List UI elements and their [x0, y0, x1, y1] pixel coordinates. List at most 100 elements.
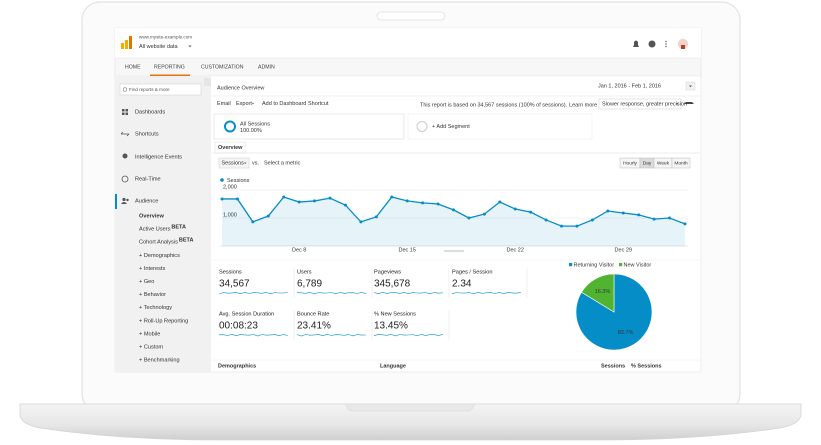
- pie-label: 16.3%: [595, 289, 611, 295]
- granularity-label[interactable]: Hourly: [623, 160, 637, 166]
- sidebar-section[interactable]: Intelligence Events: [135, 154, 182, 160]
- sidebar-section[interactable]: Audience: [135, 198, 158, 204]
- sparkline: [218, 292, 288, 295]
- data-point[interactable]: [220, 197, 224, 201]
- data-point[interactable]: [575, 224, 579, 228]
- data-point[interactable]: [297, 200, 301, 204]
- data-point[interactable]: [313, 199, 317, 203]
- granularity-label[interactable]: Week: [657, 160, 670, 166]
- date-range[interactable]: Jan 1, 2016 - Feb 1, 2016: [598, 83, 661, 89]
- metric-value: 6,789: [297, 279, 322, 290]
- sidebar-item[interactable]: + Demographics: [139, 253, 180, 259]
- data-point[interactable]: [343, 203, 347, 207]
- data-point[interactable]: [467, 216, 471, 220]
- data-point[interactable]: [544, 218, 548, 222]
- chart-resize-handle[interactable]: [444, 250, 464, 252]
- data-point[interactable]: [529, 210, 533, 214]
- sidebar-section[interactable]: Real-Time: [135, 176, 161, 182]
- sidebar-item[interactable]: + Interests: [139, 266, 165, 272]
- select-metric-link[interactable]: Select a metric: [264, 160, 301, 166]
- granularity-button[interactable]: [671, 157, 691, 169]
- sidebar-item[interactable]: + Mobile: [139, 331, 160, 337]
- help-icon[interactable]: [648, 40, 656, 48]
- granularity-label[interactable]: Month: [674, 160, 688, 166]
- legend-swatch: [220, 178, 224, 182]
- data-point[interactable]: [668, 216, 672, 220]
- sidebar-item[interactable]: + Custom: [139, 344, 163, 350]
- vs-label: vs.: [252, 160, 260, 166]
- data-point[interactable]: [235, 197, 239, 201]
- data-point[interactable]: [621, 211, 625, 215]
- segment-card[interactable]: [213, 113, 405, 140]
- data-point[interactable]: [390, 195, 394, 199]
- tab-label[interactable]: Overview: [218, 145, 243, 151]
- table-header: % Sessions: [631, 363, 662, 369]
- metric-value: 2.34: [452, 279, 472, 290]
- add-segment[interactable]: + Add Segment: [432, 124, 470, 130]
- page-title: Audience Overview: [217, 85, 264, 91]
- sidebar-item[interactable]: + Technology: [139, 305, 172, 311]
- nav-item[interactable]: REPORTING: [154, 64, 185, 70]
- nav-item[interactable]: CUSTOMIZATION: [201, 64, 244, 70]
- sidebar: [115, 76, 211, 372]
- data-point[interactable]: [374, 215, 378, 219]
- data-point[interactable]: [282, 195, 286, 199]
- data-point[interactable]: [266, 214, 270, 218]
- sidebar-section[interactable]: Shortcuts: [135, 131, 159, 137]
- metric-select[interactable]: [218, 157, 250, 169]
- data-point[interactable]: [436, 202, 440, 206]
- data-point[interactable]: [513, 207, 517, 211]
- data-point[interactable]: [452, 208, 455, 212]
- data-point[interactable]: [560, 224, 564, 228]
- data-point[interactable]: [637, 213, 641, 217]
- sidebar-item[interactable]: + Benchmarking: [139, 358, 180, 364]
- data-point[interactable]: [652, 217, 656, 221]
- metric-label: Users: [297, 269, 312, 275]
- sidebar-item[interactable]: + Behavior: [139, 292, 166, 298]
- nav-item[interactable]: ADMIN: [258, 64, 275, 70]
- sidebar-icons: [120, 109, 130, 204]
- metric-label: Pages / Session: [452, 269, 492, 275]
- data-point[interactable]: [482, 212, 486, 216]
- nav-item[interactable]: HOME: [125, 64, 141, 70]
- toolbar-button[interactable]: Export: [236, 101, 252, 107]
- add-segment-card[interactable]: [407, 113, 593, 140]
- data-point[interactable]: [251, 220, 255, 224]
- data-point[interactable]: [498, 200, 502, 204]
- metric-value: 13.45%: [374, 321, 408, 332]
- pie-slice[interactable]: [581, 273, 615, 313]
- legend-label: Sessions: [227, 178, 250, 184]
- data-point[interactable]: [359, 220, 363, 224]
- data-point[interactable]: [405, 199, 409, 203]
- more-icon[interactable]: [665, 40, 667, 48]
- data-point[interactable]: [683, 222, 687, 226]
- sparkline: [451, 292, 521, 295]
- report-note: This report is based on 34,567 sessions …: [420, 102, 568, 108]
- sidebar-item[interactable]: Active Users: [139, 227, 171, 233]
- precision-select[interactable]: [598, 98, 682, 110]
- sidebar-item[interactable]: + Geo: [139, 279, 154, 285]
- pie-slice[interactable]: [575, 273, 653, 351]
- view-name[interactable]: All website data: [139, 44, 178, 50]
- data-point[interactable]: [590, 218, 594, 222]
- metric-value: 00:08:23: [219, 321, 258, 332]
- collapse-button[interactable]: [204, 78, 211, 86]
- data-point[interactable]: [328, 196, 332, 200]
- sidebar-item[interactable]: Overview: [139, 213, 165, 219]
- learn-more-link[interactable]: Learn more: [569, 102, 597, 108]
- data-point[interactable]: [421, 201, 425, 205]
- sidebar-section[interactable]: Dashboards: [135, 109, 165, 115]
- sidebar-item[interactable]: Cohort Analysis: [139, 240, 178, 246]
- add-segment-ring: [416, 121, 428, 132]
- search-box[interactable]: [119, 83, 202, 96]
- data-point[interactable]: [606, 209, 610, 213]
- toolbar-button[interactable]: Email: [217, 101, 231, 107]
- bell-icon[interactable]: [633, 40, 639, 48]
- granularity-label[interactable]: Day: [643, 160, 652, 166]
- precision-caret: [676, 103, 679, 105]
- metric-select-label: Sessions: [222, 160, 245, 166]
- sidebar-item[interactable]: + Roll-Up Reporting: [139, 318, 188, 324]
- toolbar-button[interactable]: Add to Dashboard: [262, 101, 306, 107]
- toolbar-button[interactable]: Shortcut: [308, 101, 329, 107]
